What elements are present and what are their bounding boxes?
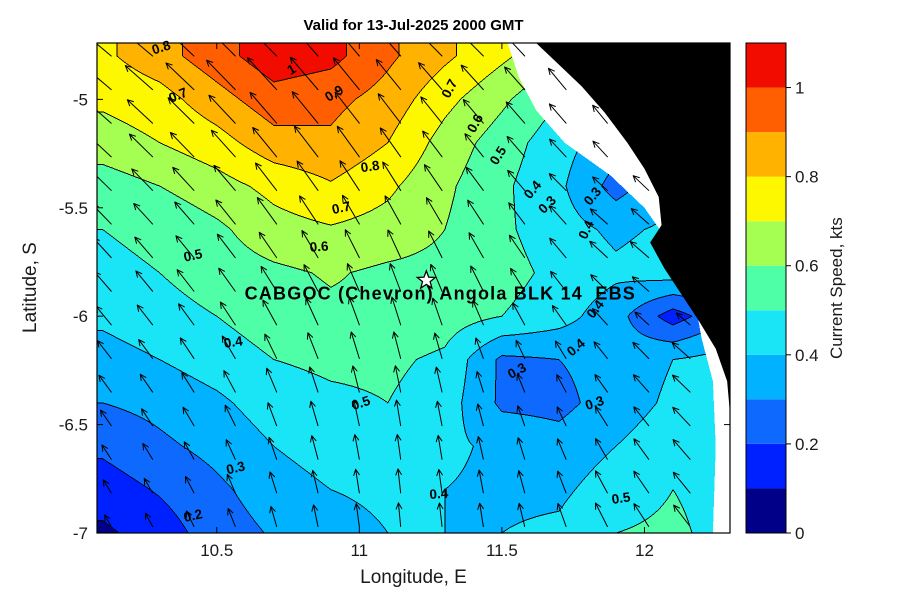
contour-label: 0.3 xyxy=(225,458,247,477)
y-tick-label: -5 xyxy=(73,90,88,109)
contour-label: 0.4 xyxy=(429,486,449,502)
colorbar-band xyxy=(746,354,786,400)
contour-label: 1 xyxy=(284,61,298,78)
y-tick-label: -7 xyxy=(73,524,88,543)
station-label: CABGOC (Chevron) Angola BLK 14 EBS xyxy=(245,283,636,303)
contour-label: 0.4 xyxy=(564,335,588,359)
x-tick-label: 11.5 xyxy=(486,541,518,560)
plot-title: Valid for 13-Jul-2025 2000 GMT xyxy=(303,17,524,34)
colorbar-tick-label: 0.4 xyxy=(795,346,819,365)
contour-label: 0.4 xyxy=(223,333,244,351)
colorbar-tick-label: 0.2 xyxy=(795,435,819,454)
colorbar-tick-label: 1 xyxy=(795,79,804,98)
contour-label: 0.4 xyxy=(575,218,597,242)
contour-label: 0.6 xyxy=(309,238,329,254)
colorbar-band xyxy=(746,176,786,222)
contour-label: 0.8 xyxy=(150,37,173,57)
colorbar-tick-label: 0.8 xyxy=(795,168,819,187)
y-tick-label: -5.5 xyxy=(59,199,88,218)
colorbar-band xyxy=(746,310,786,355)
colorbar-tick-label: 0 xyxy=(795,524,804,543)
colorbar-band xyxy=(746,43,786,88)
contour-label: 0.7 xyxy=(438,77,460,101)
colorbar-band xyxy=(746,399,786,444)
contour-quiver-map xyxy=(97,43,730,533)
contour-label: 0.8 xyxy=(360,158,381,176)
x-axis-label: Longitude, E xyxy=(360,567,467,588)
contour-label: 0.9 xyxy=(322,82,346,105)
colorbar-label: Current Speed, kts xyxy=(827,217,846,359)
y-tick-label: -6.5 xyxy=(59,416,88,435)
contour-label: 0.3 xyxy=(581,184,605,208)
colorbar-band xyxy=(746,265,786,311)
x-tick-label: 12 xyxy=(635,541,654,560)
contour-label: 0.6 xyxy=(464,111,486,135)
x-tick-label: 10.5 xyxy=(200,541,233,560)
contour-label: 0.3 xyxy=(505,359,529,381)
y-axis-label: Latitude, S xyxy=(20,242,41,334)
colorbar-band xyxy=(746,87,786,133)
x-tick-label: 11 xyxy=(350,541,368,560)
contour-label: 0.2 xyxy=(182,506,203,525)
contour-label: 0.4 xyxy=(521,177,545,201)
contour-label: 0.5 xyxy=(182,246,204,265)
axes-box xyxy=(96,42,731,534)
contour-label: 0.3 xyxy=(535,192,559,216)
contour-label: 0.3 xyxy=(583,393,606,413)
colorbar-outline xyxy=(745,42,787,534)
colorbar-band xyxy=(746,488,786,533)
contour-label: 0.5 xyxy=(611,489,632,507)
colorbar-band xyxy=(746,221,786,266)
colorbar-tick-label: 0.6 xyxy=(795,257,819,276)
contour-label: 0.5 xyxy=(350,393,373,413)
colorbar-band xyxy=(746,132,786,177)
contour-label: 0.7 xyxy=(331,198,352,217)
contour-label: 0.7 xyxy=(166,85,189,106)
colorbar-band xyxy=(746,443,786,489)
y-tick-label: -6 xyxy=(73,307,88,326)
station-marker-star xyxy=(415,269,438,290)
contour-label: 0.5 xyxy=(487,143,510,167)
